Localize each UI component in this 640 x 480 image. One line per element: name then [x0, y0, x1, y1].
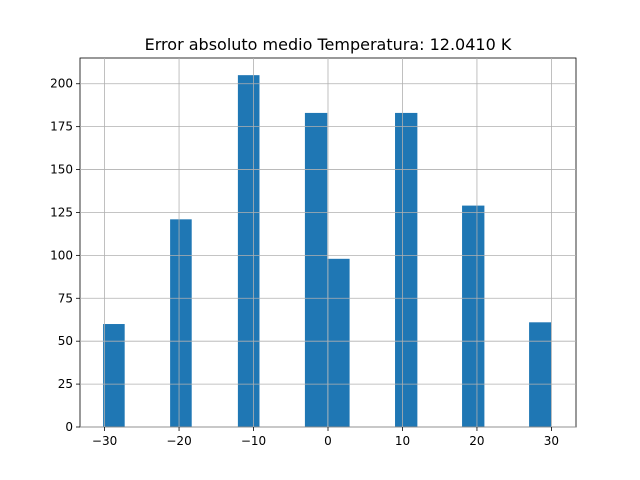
y-tick-label-6: 150 [50, 163, 73, 177]
y-tick-label-0: 0 [65, 420, 73, 434]
y-tick-label-4: 100 [50, 248, 73, 262]
histogram-bar-3 [304, 112, 328, 427]
histogram-bar-1 [170, 219, 192, 427]
y-tick-label-3: 75 [58, 291, 73, 305]
x-tick-label-6: 30 [544, 434, 559, 448]
chart-title: Error absoluto medio Temperatura: 12.041… [145, 35, 512, 54]
x-tick-label-3: 0 [324, 434, 332, 448]
x-tick-label-1: −20 [166, 434, 191, 448]
histogram-bar-0 [103, 324, 125, 427]
y-tick-label-8: 200 [50, 77, 73, 91]
x-tick-label-0: −30 [92, 434, 117, 448]
axis-ticks: −30 −20 −10 0 10 20 30 0 25 50 75 100 125 150 175 200 [50, 58, 576, 448]
y-tick-label-2: 50 [58, 334, 73, 348]
histogram-bar-7 [529, 322, 552, 427]
histogram-bar-5 [395, 112, 418, 427]
histogram-bar-6 [462, 205, 485, 427]
y-tick-label-7: 175 [50, 120, 73, 134]
y-tick-label-1: 25 [58, 377, 73, 391]
x-tick-label-5: 20 [469, 434, 484, 448]
histogram-bar-4 [327, 258, 350, 427]
bars [103, 75, 552, 428]
histogram-bar-2 [237, 75, 260, 428]
x-tick-label-2: −10 [241, 434, 266, 448]
x-tick-label-4: 10 [395, 434, 410, 448]
y-tick-label-5: 125 [50, 205, 73, 219]
